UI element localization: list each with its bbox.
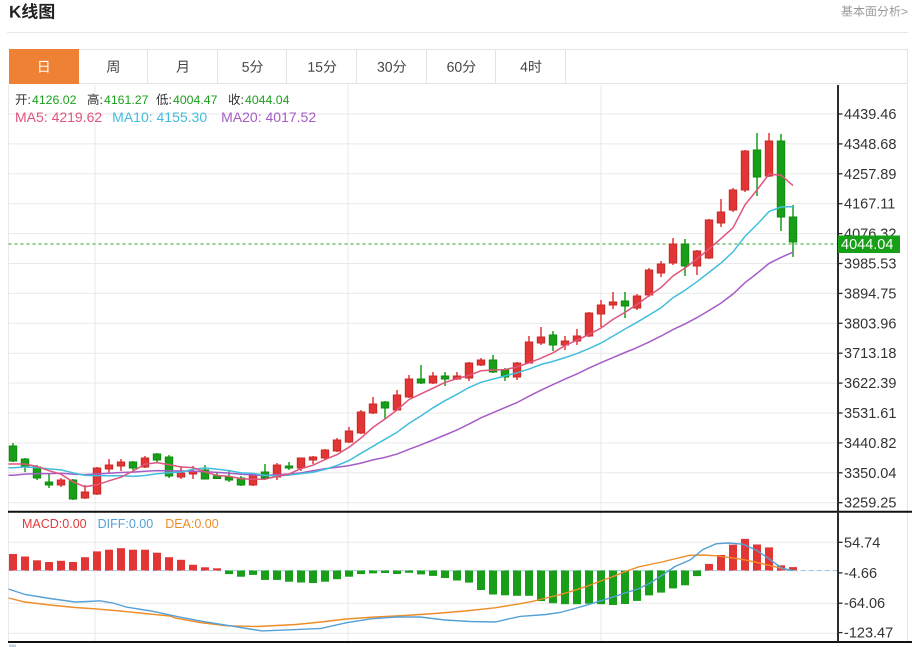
svg-text:3803.96: 3803.96 [844,316,896,332]
svg-text:-123.47: -123.47 [844,626,893,642]
svg-text:4044.04: 4044.04 [841,237,893,253]
svg-text:3713.18: 3713.18 [844,346,896,362]
svg-text:4044.04: 4044.04 [245,93,290,107]
svg-text:3259.25: 3259.25 [844,496,896,512]
svg-text:4257.89: 4257.89 [844,167,896,183]
svg-text:54.74: 54.74 [844,535,880,551]
svg-text:-64.06: -64.06 [844,596,885,612]
svg-text:4439.46: 4439.46 [844,107,896,123]
svg-text:3440.82: 3440.82 [844,436,896,452]
svg-text:3985.53: 3985.53 [844,257,896,273]
svg-text:3894.75: 3894.75 [844,286,896,302]
svg-text:3350.04: 3350.04 [844,466,896,482]
svg-text:4004.47: 4004.47 [173,93,218,107]
svg-text:4126.02: 4126.02 [32,93,77,107]
svg-text:3531.61: 3531.61 [844,406,896,422]
svg-text:4167.11: 4167.11 [844,197,895,213]
svg-text:3622.39: 3622.39 [844,376,896,392]
svg-text:-4.66: -4.66 [844,566,877,582]
svg-text:4161.27: 4161.27 [104,93,149,107]
svg-text:4348.68: 4348.68 [844,137,896,153]
